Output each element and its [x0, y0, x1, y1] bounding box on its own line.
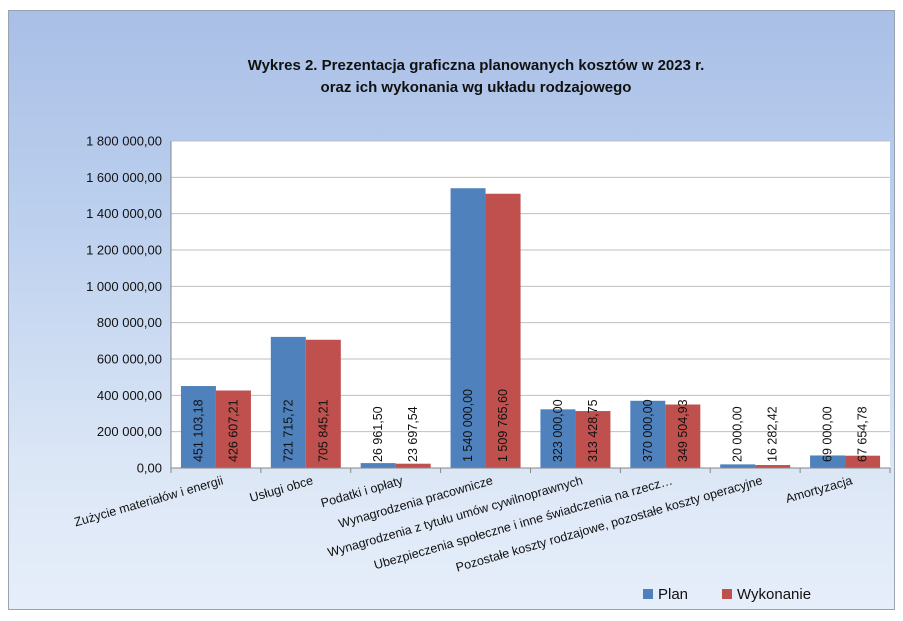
- data-label: 20 000,00: [731, 406, 745, 462]
- x-tick-label: Usługi obce: [248, 473, 315, 504]
- data-label: 313 428,75: [586, 399, 600, 462]
- y-tick-label: 1 800 000,00: [86, 134, 162, 149]
- bar-plan: [180, 386, 216, 468]
- data-label: 69 000,00: [821, 406, 835, 462]
- bar-wykonanie: [395, 463, 431, 468]
- bars: [180, 188, 881, 468]
- bar-plan: [540, 409, 576, 468]
- data-label: 26 961,50: [371, 406, 385, 462]
- legend-swatch-plan: [643, 589, 653, 599]
- data-label: 370 000,00: [641, 399, 655, 462]
- y-tick-label: 1 400 000,00: [86, 206, 162, 221]
- data-label: 23 697,54: [406, 406, 420, 462]
- bar-wykonanie: [305, 339, 341, 468]
- data-labels: 451 103,18 721 715,72 26 961,50 1 540 000,0…: [191, 389, 869, 462]
- data-label: 16 282,42: [766, 406, 780, 462]
- data-label: 323 000,00: [551, 399, 565, 462]
- y-tick-label: 200 000,00: [97, 424, 162, 439]
- bar-wykonanie: [665, 404, 701, 468]
- bar-plan: [360, 463, 396, 468]
- data-label: 1 540 000,00: [461, 389, 475, 462]
- data-label: 721 715,72: [281, 399, 295, 462]
- chart-title-line-2: oraz ich wykonania wg układu rodzajowego: [321, 79, 632, 96]
- data-label: 705 845,21: [316, 399, 330, 462]
- y-tick-label: 400 000,00: [97, 388, 162, 403]
- bar-wykonanie: [215, 390, 251, 468]
- x-axis-ticks: Zużycie materiałów i energii Usługi obce P…: [73, 473, 854, 574]
- y-tick-label: 1 000 000,00: [86, 279, 162, 294]
- bar-plan: [450, 188, 486, 468]
- bar-wykonanie: [485, 193, 521, 468]
- data-label: 67 654,78: [856, 406, 870, 462]
- data-label: 1 509 765,60: [496, 389, 510, 462]
- data-label: 349 504,93: [676, 399, 690, 462]
- bar-wykonanie: [845, 455, 881, 468]
- y-tick-label: 1 200 000,00: [86, 243, 162, 258]
- x-tick-label: Zużycie materiałów i energii: [73, 473, 225, 529]
- y-tick-label: 800 000,00: [97, 315, 162, 330]
- bar-plan: [270, 336, 306, 468]
- legend: Plan Wykonanie: [643, 586, 811, 603]
- x-tick-label: Amortyzacja: [784, 473, 854, 505]
- y-tick-label: 1 600 000,00: [86, 170, 162, 185]
- x-axis: [170, 141, 891, 473]
- legend-label-wykonanie: Wykonanie: [737, 586, 811, 603]
- bar-plan: [720, 464, 756, 468]
- y-tick-label: 0,00: [137, 461, 162, 476]
- data-label: 451 103,18: [191, 399, 205, 462]
- chart-title-line-1: Wykres 2. Prezentacja graficzna planowan…: [248, 57, 705, 74]
- legend-label-plan: Plan: [658, 586, 688, 603]
- bar-wykonanie: [755, 465, 791, 468]
- data-label: 426 607,21: [226, 399, 240, 462]
- y-tick-label: 600 000,00: [97, 352, 162, 367]
- bar-plan: [630, 400, 666, 468]
- grid-lines: [171, 140, 890, 469]
- legend-swatch-wykonanie: [722, 589, 732, 599]
- bar-wykonanie: [575, 411, 611, 468]
- y-axis-ticks: 0,00 200 000,00 400 000,00 600 000,00 800 00…: [86, 134, 162, 476]
- bar-plan: [810, 455, 846, 468]
